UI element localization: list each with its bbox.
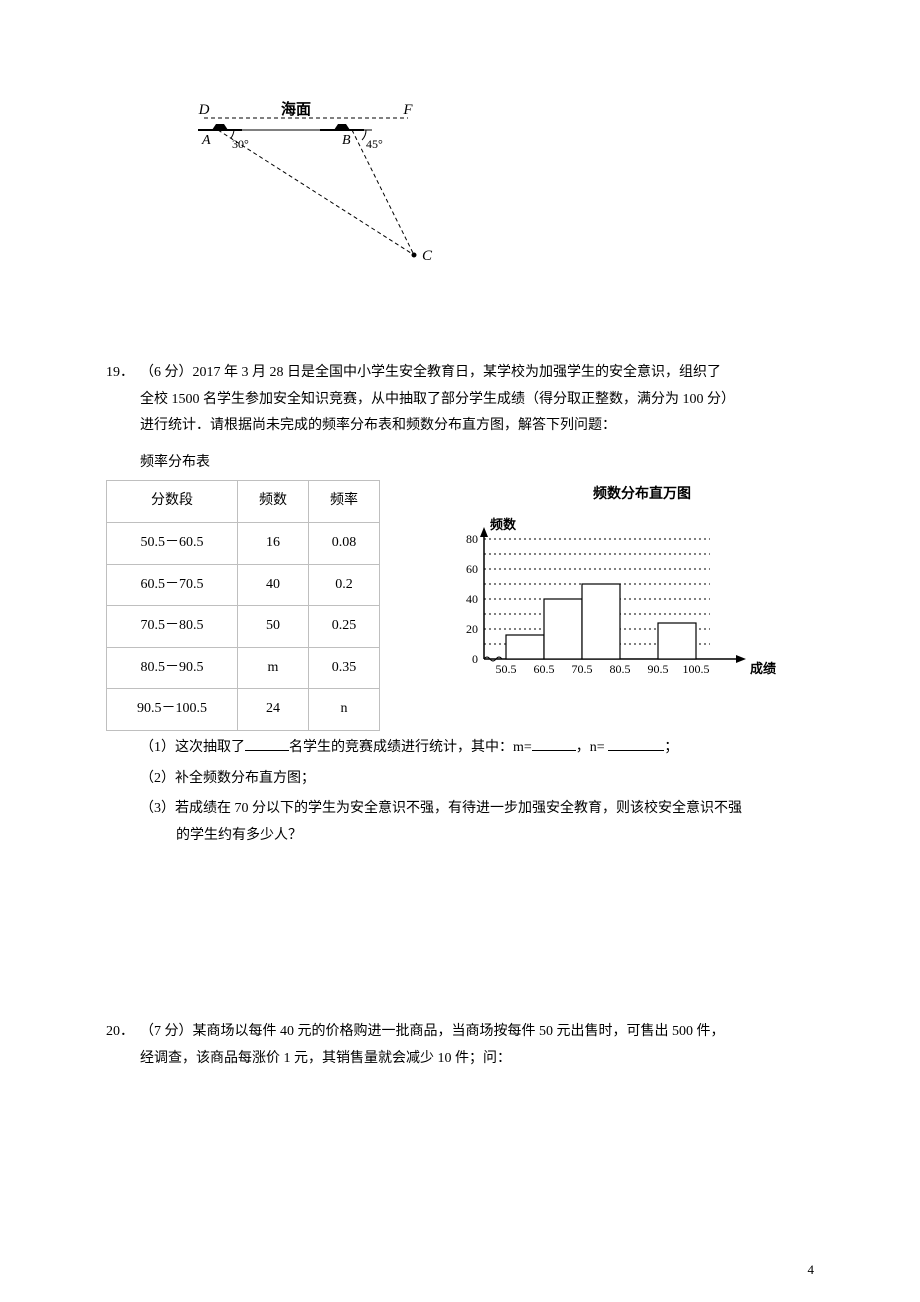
question-20: 20． （7 分）某商场以每件 40 元的价格购进一批商品，当商场按每件 50 … bbox=[106, 1019, 814, 1072]
svg-text:70.5: 70.5 bbox=[572, 662, 593, 676]
q20-number: 20． bbox=[106, 1019, 140, 1046]
histogram-wrap: 频数分布直万图 频数 0 20 bbox=[440, 480, 814, 699]
svg-text:100.5: 100.5 bbox=[683, 662, 710, 676]
question-19: 19． （6 分）2017 年 3 月 28 日是全国中小学生安全教育日，某学校… bbox=[106, 360, 814, 849]
y-axis-arrow bbox=[480, 527, 488, 537]
ship-b-hull bbox=[334, 124, 350, 130]
th-rate: 频率 bbox=[309, 481, 380, 523]
histogram-svg: 频数 0 20 40 60 80 bbox=[440, 509, 780, 689]
svg-text:20: 20 bbox=[466, 622, 478, 636]
label-c: C bbox=[422, 248, 433, 264]
svg-text:0: 0 bbox=[472, 652, 478, 666]
table-row: 70.5－80.5500.25 bbox=[107, 606, 380, 648]
bar-2 bbox=[544, 599, 582, 659]
q19-sub1-pre: （1）这次抽取了 bbox=[140, 740, 245, 755]
q19-sub1-mid1: 名学生的竞赛成绩进行统计，其中：m= bbox=[289, 740, 532, 755]
label-a: A bbox=[201, 133, 211, 148]
svg-text:80.5: 80.5 bbox=[610, 662, 631, 676]
line-bc bbox=[352, 130, 414, 255]
q20-body-line1: （7 分）某商场以每件 40 元的价格购进一批商品，当商场按每件 50 元出售时… bbox=[140, 1019, 814, 1046]
angle-b-label: 45° bbox=[366, 137, 383, 151]
geometry-diagram: D F 海面 A B C 30° 45° bbox=[176, 100, 436, 270]
q20-text1: 某商场以每件 40 元的价格购进一批商品，当商场按每件 50 元出售时，可售出 … bbox=[193, 1024, 725, 1039]
page-number: 4 bbox=[808, 1262, 815, 1278]
y-ticks: 0 20 40 60 80 bbox=[466, 532, 478, 666]
bar-3 bbox=[582, 584, 620, 659]
frequency-table: 分数段 频数 频率 50.5－60.5160.08 60.5－70.5400.2… bbox=[106, 480, 380, 731]
q19-sub1: （1）这次抽取了 名学生的竞赛成绩进行统计，其中：m= ，n= ； bbox=[140, 735, 814, 762]
q19-sub3-l2: 的学生约有多少人？ bbox=[176, 823, 814, 850]
label-sea: 海面 bbox=[281, 100, 311, 118]
svg-text:60.5: 60.5 bbox=[534, 662, 555, 676]
svg-text:60: 60 bbox=[466, 562, 478, 576]
svg-text:90.5: 90.5 bbox=[648, 662, 669, 676]
table-row: 90.5－100.524n bbox=[107, 689, 380, 731]
page: D F 海面 A B C 30° 45° bbox=[0, 0, 920, 1133]
q19-text3: 进行统计．请根据尚未完成的频率分布表和频数分布直方图，解答下列问题： bbox=[140, 413, 814, 440]
hist-y-label: 频数 bbox=[490, 517, 517, 532]
bar-1 bbox=[506, 635, 544, 659]
x-ticks: 50.5 60.5 70.5 80.5 90.5 100.5 bbox=[496, 662, 710, 676]
q19-sub2: （2）补全频数分布直方图； bbox=[140, 766, 814, 793]
label-f: F bbox=[402, 102, 413, 118]
table-header-row: 分数段 频数 频率 bbox=[107, 481, 380, 523]
th-range: 分数段 bbox=[107, 481, 238, 523]
svg-text:50.5: 50.5 bbox=[496, 662, 517, 676]
angle-a-label: 30° bbox=[232, 137, 249, 151]
q19-points: （6 分） bbox=[140, 365, 193, 380]
q19-body-line1: （6 分）2017 年 3 月 28 日是全国中小学生安全教育日，某学校为加强学… bbox=[140, 360, 814, 387]
table-row: 60.5－70.5400.2 bbox=[107, 564, 380, 606]
q19-sub3-l1: （3）若成绩在 70 分以下的学生为安全意识不强，有待进一步加强安全教育，则该校… bbox=[140, 796, 814, 823]
svg-text:40: 40 bbox=[466, 592, 478, 606]
label-d: D bbox=[198, 102, 210, 118]
label-b: B bbox=[342, 133, 351, 148]
q19-number: 19． bbox=[106, 360, 140, 387]
blank-1 bbox=[245, 736, 289, 751]
bar-5 bbox=[658, 623, 696, 659]
q19-table-title: 频率分布表 bbox=[140, 450, 814, 477]
q20-points: （7 分） bbox=[140, 1024, 193, 1039]
q19-sub1-mid2: ，n= bbox=[576, 740, 608, 755]
svg-text:80: 80 bbox=[466, 532, 478, 546]
table-histogram-row: 分数段 频数 频率 50.5－60.5160.08 60.5－70.5400.2… bbox=[106, 480, 814, 731]
histogram-title: 频数分布直万图 bbox=[470, 480, 814, 507]
q19-sub1-end: ； bbox=[664, 740, 678, 755]
table-row: 80.5－90.5m0.35 bbox=[107, 647, 380, 689]
blank-3 bbox=[608, 736, 664, 751]
histogram-bars bbox=[506, 584, 696, 659]
ship-a-hull bbox=[212, 124, 228, 130]
q20-text2: 经调查，该商品每涨价 1 元，其销售量就会减少 10 件；问： bbox=[140, 1046, 814, 1073]
q19-text1: 2017 年 3 月 28 日是全国中小学生安全教育日，某学校为加强学生的安全意… bbox=[193, 365, 722, 380]
table-row: 50.5－60.5160.08 bbox=[107, 522, 380, 564]
q19-text2: 全校 1500 名学生参加安全知识竞赛，从中抽取了部分学生成绩（得分取正整数，满… bbox=[140, 387, 814, 414]
blank-2 bbox=[532, 736, 576, 751]
hist-x-label: 成绩（分） bbox=[750, 661, 780, 676]
x-axis-arrow bbox=[736, 655, 746, 663]
th-freq: 频数 bbox=[238, 481, 309, 523]
